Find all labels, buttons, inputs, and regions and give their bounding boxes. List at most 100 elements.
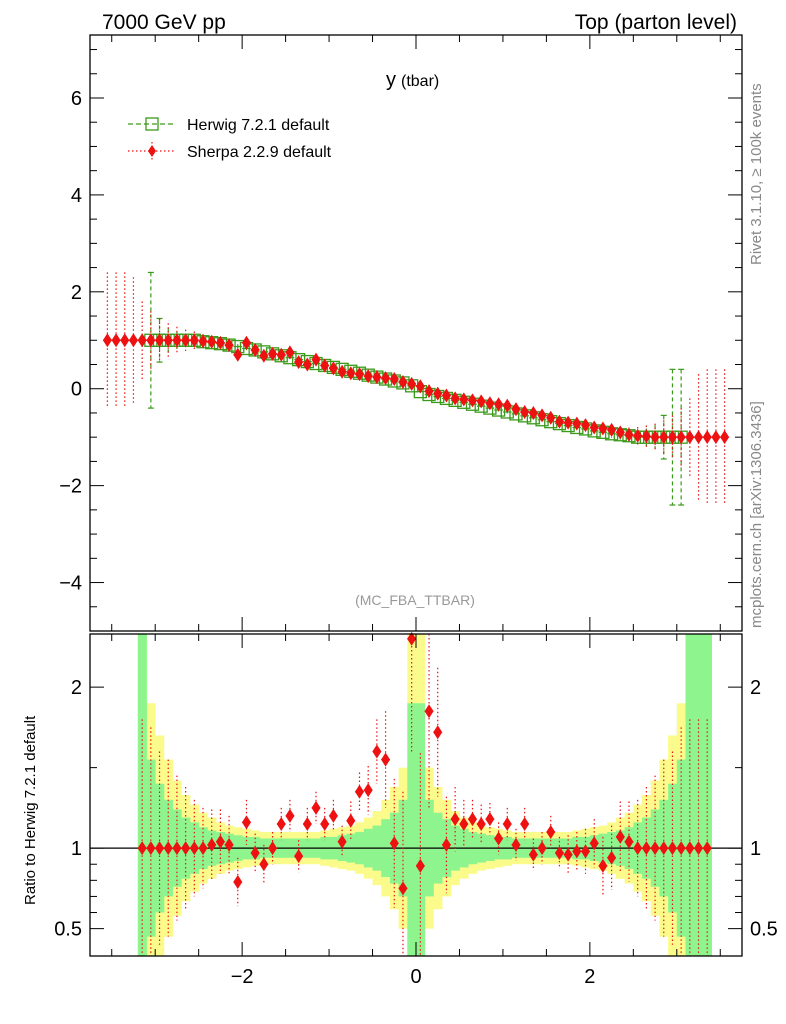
ratio-x-tick-label: 0 bbox=[410, 966, 421, 988]
ratio-sherpa-point bbox=[407, 631, 417, 646]
sherpa-point bbox=[589, 420, 599, 435]
sherpa-point bbox=[337, 364, 347, 379]
sherpa-point bbox=[581, 418, 591, 433]
main-axis-ticks: −4 −2 0 2 4 6 bbox=[59, 35, 742, 632]
ratio-sherpa-point bbox=[581, 844, 591, 859]
ratio-sherpa-point bbox=[494, 831, 504, 846]
ratio-sherpa-point bbox=[302, 816, 312, 831]
sherpa-point bbox=[459, 392, 469, 407]
sherpa-point bbox=[528, 405, 538, 420]
sherpa-point bbox=[433, 386, 443, 401]
ratio-sherpa-point bbox=[163, 841, 173, 856]
ratio-plot-marks bbox=[90, 631, 742, 956]
sherpa-point bbox=[128, 333, 138, 348]
ratio-sherpa-point bbox=[685, 841, 695, 856]
ratio-sherpa-point bbox=[702, 841, 712, 856]
ratio-sherpa-point bbox=[328, 808, 338, 823]
ratio-sherpa-point bbox=[172, 841, 182, 856]
sherpa-point bbox=[667, 430, 677, 445]
ratio-sherpa-point bbox=[424, 704, 434, 719]
ratio-sherpa-point bbox=[459, 816, 469, 831]
sherpa-point bbox=[146, 333, 156, 348]
sherpa-point bbox=[485, 396, 495, 411]
ratio-sherpa-point bbox=[372, 744, 382, 759]
sherpa-point bbox=[624, 427, 634, 442]
sherpa-point bbox=[285, 345, 295, 360]
ratio-sherpa-point bbox=[363, 783, 373, 798]
main-y-tick-label: −2 bbox=[59, 476, 82, 498]
sherpa-point bbox=[537, 408, 547, 423]
sherpa-point bbox=[494, 397, 504, 412]
sherpa-point bbox=[415, 379, 425, 394]
ratio-sherpa-point bbox=[233, 874, 243, 889]
legend-entry-herwig: Herwig 7.2.1 default bbox=[128, 117, 330, 134]
sherpa-point bbox=[676, 430, 686, 445]
sherpa-point bbox=[215, 335, 225, 350]
ratio-y-tick-label: 0.5 bbox=[54, 919, 82, 941]
ratio-inner-band bbox=[407, 703, 417, 956]
sherpa-point bbox=[554, 414, 564, 429]
sherpa-point bbox=[441, 388, 451, 403]
sherpa-point bbox=[198, 334, 208, 349]
sherpa-point bbox=[155, 333, 165, 348]
source-side-label: mcplots.cern.ch [arXiv:1306.3436] bbox=[748, 401, 765, 628]
main-plot-title: y (tbar) bbox=[386, 69, 439, 91]
ratio-x-tick-label: −2 bbox=[231, 966, 254, 988]
sherpa-point bbox=[511, 402, 521, 417]
legend: Herwig 7.2.1 default Sherpa 2.2.9 defaul… bbox=[128, 117, 332, 161]
sherpa-point bbox=[363, 369, 373, 384]
sherpa-point bbox=[207, 334, 217, 349]
ratio-y-tick-label-right: 2 bbox=[750, 677, 761, 699]
ratio-sherpa-point bbox=[546, 825, 556, 840]
ratio-sherpa-point bbox=[476, 816, 486, 831]
ratio-sherpa-point bbox=[433, 725, 443, 740]
ratio-sherpa-point bbox=[241, 815, 251, 830]
sherpa-point bbox=[450, 391, 460, 406]
ratio-sherpa-point bbox=[146, 841, 156, 856]
ratio-inner-band bbox=[694, 634, 704, 956]
ratio-sherpa-point bbox=[502, 816, 512, 831]
ratio-sherpa-point bbox=[311, 800, 321, 815]
ratio-sherpa-point bbox=[554, 845, 564, 860]
ratio-sherpa-point bbox=[250, 845, 260, 860]
sherpa-point bbox=[320, 358, 330, 373]
sherpa-point bbox=[398, 374, 408, 389]
sherpa-point bbox=[468, 393, 478, 408]
ratio-sherpa-point bbox=[276, 816, 286, 831]
sherpa-point bbox=[720, 430, 730, 445]
ratio-sherpa-point bbox=[224, 837, 234, 852]
ratio-inner-band bbox=[685, 634, 695, 956]
ratio-sherpa-point bbox=[441, 837, 451, 852]
rivet-side-label: Rivet 3.1.10, ≥ 100k events bbox=[748, 83, 765, 265]
main-plot-watermark: (MC_FBA_TTBAR) bbox=[355, 592, 475, 608]
sherpa-point bbox=[572, 416, 582, 431]
ratio-sherpa-point bbox=[572, 844, 582, 859]
ratio-sherpa-point bbox=[511, 837, 521, 852]
sherpa-point bbox=[563, 415, 573, 430]
legend-entry-sherpa: Sherpa 2.2.9 default bbox=[128, 142, 332, 161]
ratio-sherpa-point bbox=[398, 881, 408, 896]
sherpa-point bbox=[598, 421, 608, 436]
sherpa-point bbox=[241, 335, 251, 350]
sherpa-point bbox=[259, 348, 269, 363]
sherpa-point bbox=[189, 333, 199, 348]
ratio-sherpa-point bbox=[650, 841, 660, 856]
main-panel: −4 −2 0 2 4 6 y (tbar) (MC_FBA_TTBAR) Herwig 7… bbox=[59, 34, 743, 632]
ratio-y-tick-label-right: 1 bbox=[750, 838, 761, 860]
ratio-sherpa-point bbox=[207, 837, 217, 852]
header-right-title: Top (parton level) bbox=[575, 11, 737, 34]
sherpa-point bbox=[685, 430, 695, 445]
ratio-sherpa-point bbox=[641, 841, 651, 856]
sherpa-point bbox=[137, 333, 147, 348]
sherpa-point bbox=[311, 352, 321, 367]
sherpa-point bbox=[294, 355, 304, 370]
ratio-sherpa-point bbox=[198, 841, 208, 856]
sherpa-point bbox=[694, 430, 704, 445]
legend-herwig-marker bbox=[145, 117, 159, 131]
ratio-sherpa-point bbox=[563, 847, 573, 862]
ratio-sherpa-point bbox=[320, 816, 330, 831]
sherpa-point bbox=[250, 342, 260, 357]
sherpa-point bbox=[163, 333, 173, 348]
sherpa-point bbox=[181, 333, 191, 348]
sherpa-point bbox=[372, 370, 382, 385]
